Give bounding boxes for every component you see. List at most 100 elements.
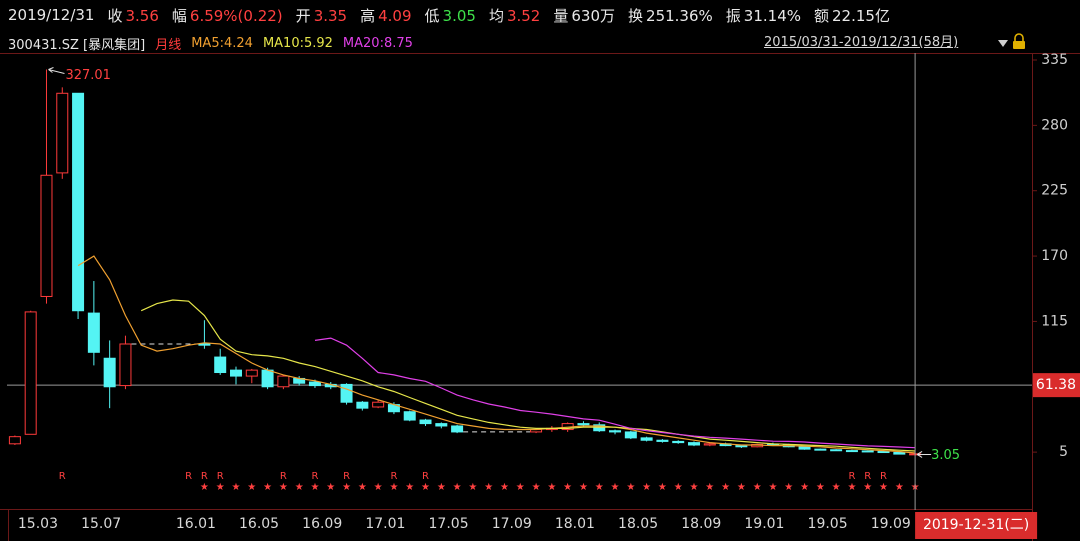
candle-body xyxy=(640,437,653,441)
candle-body xyxy=(672,440,685,444)
candle-body xyxy=(261,369,274,388)
star-flag: ★ xyxy=(753,482,762,493)
stat: 量 630万 xyxy=(553,5,615,26)
crosshair-value-box xyxy=(1033,373,1080,398)
star-flag: ★ xyxy=(879,482,888,493)
star-flag: ★ xyxy=(532,482,541,493)
r-flag: R xyxy=(201,471,208,482)
candle-body xyxy=(56,92,69,174)
star-flag: ★ xyxy=(421,482,430,493)
stat: 低 3.05 xyxy=(425,5,476,26)
candle-body xyxy=(403,411,416,421)
x-tick-label: 19.05 xyxy=(808,516,848,532)
stat-value: 3.35 xyxy=(313,6,348,25)
candle-body xyxy=(451,425,464,433)
star-flag: ★ xyxy=(310,482,319,493)
candle-body xyxy=(8,436,21,445)
star-flag: ★ xyxy=(705,482,714,493)
stat-label: 均 xyxy=(488,6,504,25)
star-flag: ★ xyxy=(247,482,256,493)
x-tick-label: 17.09 xyxy=(492,516,532,532)
candle-body xyxy=(814,448,827,451)
star-flag: ★ xyxy=(847,482,856,493)
star-flag: ★ xyxy=(500,482,509,493)
candle-body xyxy=(877,451,890,454)
stat-value: 630万 xyxy=(571,6,616,25)
stat: 额 22.15亿 xyxy=(814,5,890,26)
star-flag: ★ xyxy=(737,482,746,493)
stat: 收 3.56 xyxy=(107,5,158,26)
x-tick-label: 16.01 xyxy=(176,516,216,532)
y-tick-label: 335 xyxy=(1041,52,1068,68)
candle-body xyxy=(893,451,906,455)
stat: 幅 6.59%(0.22) xyxy=(172,5,283,26)
candle-body xyxy=(372,401,385,408)
legend-item: MA10:5.92 xyxy=(262,35,333,51)
crosshair-date: 2019-12-31(二) xyxy=(923,517,1029,533)
stat-value: 22.15亿 xyxy=(832,6,890,25)
stat: 均 3.52 xyxy=(489,5,540,26)
star-flag: ★ xyxy=(437,482,446,493)
r-flag: R xyxy=(343,471,350,482)
x-tick-label: 18.05 xyxy=(618,516,658,532)
lock-icon[interactable] xyxy=(1013,33,1025,49)
x-tick-label: 17.05 xyxy=(429,516,469,532)
min-arrow xyxy=(916,451,932,458)
stat-label: 收 xyxy=(107,6,123,25)
stat-value: 6.59%(0.22) xyxy=(189,6,283,25)
star-flag: ★ xyxy=(626,482,635,493)
date-range[interactable]: 2015/03/31-2019/12/31(58月) xyxy=(764,35,959,50)
x-tick-label: 16.09 xyxy=(302,516,342,532)
star-flag: ★ xyxy=(453,482,462,493)
star-flag: ★ xyxy=(200,482,209,493)
candle-body xyxy=(688,442,700,446)
stat: 高 4.09 xyxy=(360,5,411,26)
stat-value: 4.09 xyxy=(378,6,412,25)
stat-value: 3.05 xyxy=(442,6,476,25)
max-label: 327.01 xyxy=(65,68,111,83)
candle-body xyxy=(214,356,227,374)
crosshair-value: 61.38 xyxy=(1036,377,1076,393)
star-flag: ★ xyxy=(768,482,777,493)
star-flag: ★ xyxy=(658,482,667,493)
stat: 开 3.35 xyxy=(296,5,347,26)
stat-label: 高 xyxy=(360,6,376,25)
star-flag: ★ xyxy=(579,482,588,493)
legend-item: MA20:8.75 xyxy=(342,35,413,51)
stat-value: 3.56 xyxy=(125,6,159,25)
stat-label: 低 xyxy=(424,6,440,25)
stat: 换 251.36% xyxy=(628,5,713,26)
star-flag: ★ xyxy=(674,482,683,493)
candle-body xyxy=(72,92,85,312)
star-flag: ★ xyxy=(326,482,335,493)
stat-label: 振 xyxy=(725,6,741,25)
stat-value: 31.14% xyxy=(743,6,801,25)
candle-body xyxy=(277,375,290,388)
symbol: 300431.SZ [暴风集团] xyxy=(8,37,146,53)
star-flag: ★ xyxy=(863,482,872,493)
star-flag: ★ xyxy=(342,482,351,493)
lock-shackle xyxy=(1014,33,1024,41)
candle-body xyxy=(40,174,53,297)
range-dropdown-icon[interactable] xyxy=(998,40,1008,47)
star-flag: ★ xyxy=(374,482,383,493)
y-tick-label: 5 xyxy=(1059,444,1068,460)
quote-date: 2019/12/31 xyxy=(8,6,95,24)
star-flag: ★ xyxy=(516,482,525,493)
ma-line xyxy=(314,337,916,449)
r-flag: R xyxy=(864,471,871,482)
star-flag: ★ xyxy=(784,482,793,493)
stat-value: 3.52 xyxy=(506,6,541,25)
candle-body xyxy=(87,312,100,353)
stat-label: 量 xyxy=(553,6,569,25)
candle-body xyxy=(340,383,353,403)
candle-body xyxy=(830,449,843,452)
r-flag: R xyxy=(59,471,66,482)
candle-body xyxy=(845,450,858,453)
r-flag: R xyxy=(880,471,887,482)
candle-body xyxy=(24,311,37,435)
legend-bar: 300431.SZ [暴风集团] 月线 MA5:4.24 MA10:5.92 MA20… xyxy=(8,34,413,53)
star-flag: ★ xyxy=(216,482,225,493)
star-flag: ★ xyxy=(611,482,620,493)
stat-label: 开 xyxy=(295,6,311,25)
